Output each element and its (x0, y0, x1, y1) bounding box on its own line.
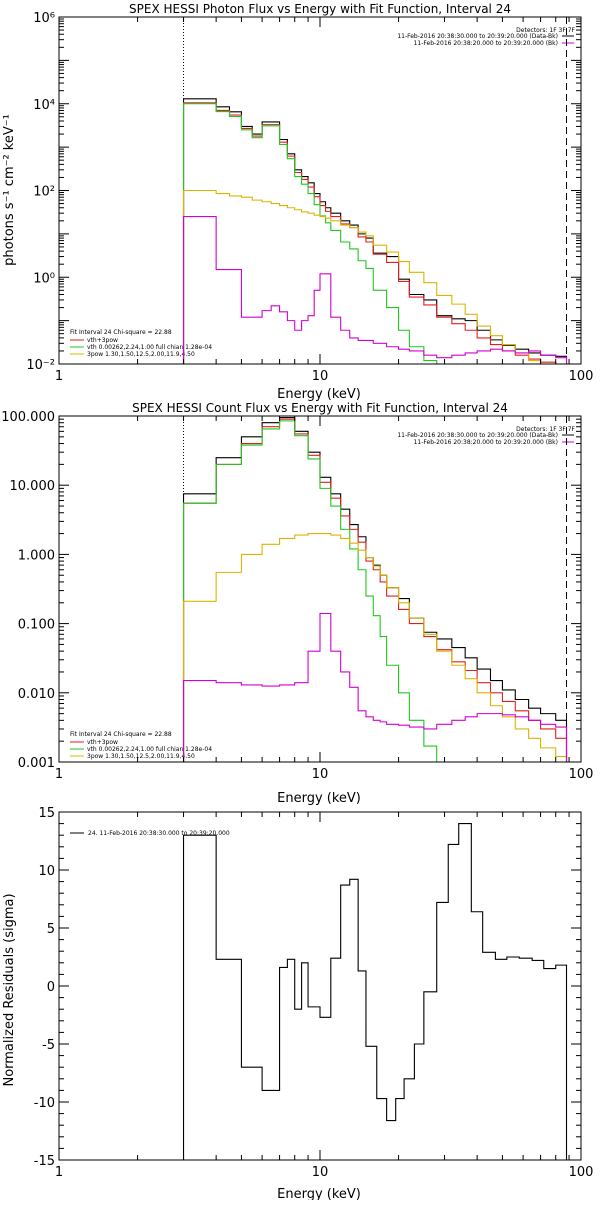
panel1-fit-3pow: 3pow 1.30,1.50,12.5,2.00,11.9,4.50 (87, 351, 195, 358)
panel3-series-24-11-feb-2016-20-38-30-000-to-20-39-20-000 (182, 823, 568, 1160)
panel1-ylabel: photons s⁻¹ cm⁻² keV⁻¹ (2, 114, 17, 266)
panel1-series-3pow (182, 189, 567, 364)
panel2-legend-detectors: Detectors: 1F 3F 7F (516, 426, 575, 433)
panel1-xlabel: Energy (keV) (277, 387, 361, 402)
panel3-series-group (182, 823, 568, 1160)
panel3-ytick-label: 15 (38, 806, 55, 821)
panel2-legend-data: 11-Feb-2016 20:38:30.000 to 20:39:20.000… (397, 432, 558, 439)
panel2-xtick-label: 10 (312, 767, 329, 782)
panel2-xlabel: Energy (keV) (277, 791, 361, 806)
panel1-ytick-label: 10⁶ (33, 11, 55, 26)
panel3-legend: 24. 11-Feb-2016 20:38:30.000 to 20:39:20… (70, 830, 230, 837)
panel2-series-vth (182, 420, 452, 762)
panel1-legend-bk: 11-Feb-2016 20:38:20.000 to 20:39:20.000… (414, 40, 558, 47)
panel2-series-3pow (182, 533, 568, 762)
panel3-legend-label: 24. 11-Feb-2016 20:38:30.000 to 20:39:20… (88, 830, 230, 837)
panel1-ytick-label: 10⁻² (26, 358, 55, 373)
panel1-fit-vth: vth 0.00262,2.24,1.00 full chian 1.28e-0… (87, 344, 212, 351)
panel2-fit-vth: vth 0.00262,2.24,1.00 full chian 1.28e-0… (87, 746, 212, 753)
panel3-xlabel: Energy (keV) (277, 1187, 361, 1200)
panel1-series-group (182, 98, 568, 364)
panel1-series-vth (182, 103, 452, 364)
panel3-ytick-label: -5 (42, 1038, 55, 1053)
panel3-plot: 1 10 100 -15 -10 -5 0 5 10 15 (34, 806, 594, 1180)
panel1-fit-line: Fit Interval 24 Chi-square = 22.88 (70, 329, 172, 336)
panel1-series-bk (182, 216, 568, 364)
panel2-ytick-label: 0.001 (18, 756, 55, 771)
panel1-ytick-label: 10⁴ (33, 98, 55, 113)
panel2-fit-info: Fit Interval 24 Chi-square = 22.88 vth+3… (70, 731, 212, 760)
panel-count-flux: SPEX HESSI Count Flux vs Energy with Fit… (70, 401, 576, 806)
panel2-series-vth-3pow (182, 418, 568, 762)
panel1-ytick-label: 10² (33, 185, 55, 200)
panel2-fit-3pow: 3pow 1.30,1.50,12.5,2.00,11.9,4.50 (87, 753, 195, 760)
panel3-ytick-label: 0 (47, 980, 55, 995)
panel3-xtick-label: 1 (55, 1165, 63, 1180)
panel-residuals: Normalized Residuals (sigma) Energy (keV… (2, 830, 361, 1202)
panel2-xtick-label: 1 (55, 767, 63, 782)
panel3-xtick-label: 100 (569, 1165, 594, 1180)
panel3-xtick-label: 10 (312, 1165, 329, 1180)
panel2-series-bk (182, 612, 568, 762)
panel2-plot: 1 10 100 0.001 0.010 0.100 1.000 10.000 100.000 (1, 410, 593, 782)
panel3-ylabel: Normalized Residuals (sigma) (2, 893, 17, 1086)
panel1-series-data-bk (182, 98, 568, 364)
panel1-xtick-label: 100 (569, 369, 594, 384)
panel2-ytick-label: 1.000 (18, 548, 55, 563)
panel1-plot: 1 10 100 10⁻² 10⁰ 10² 10⁴ 10⁶ (26, 11, 593, 384)
panel2-ytick-label: 100.000 (1, 410, 55, 425)
panel2-legend: Detectors: 1F 3F 7F 11-Feb-2016 20:38:30… (397, 426, 575, 446)
panel3-ytick-label: 5 (47, 922, 55, 937)
panel1-legend-detectors: Detectors: 1F 3F 7F (516, 27, 575, 34)
panel1-title: SPEX HESSI Photon Flux vs Energy with Fi… (129, 2, 511, 16)
panel2-fit-model: vth+3pow (87, 739, 118, 746)
panel2-ytick-label: 0.100 (18, 618, 55, 633)
panel1-fit-info: Fit Interval 24 Chi-square = 22.88 vth+3… (70, 329, 212, 358)
panel2-legend-bk: 11-Feb-2016 20:38:20.000 to 20:39:20.000… (414, 439, 558, 446)
panel2-title: SPEX HESSI Count Flux vs Energy with Fit… (132, 401, 508, 415)
panel1-legend-data: 11-Feb-2016 20:38:30.000 to 20:39:20.000… (397, 33, 558, 40)
panel1-xtick-label: 10 (312, 369, 329, 384)
panel1-xtick-label: 1 (55, 369, 63, 384)
panel3-ytick-label: -10 (34, 1096, 55, 1111)
panel1-ytick-label: 10⁰ (33, 271, 55, 286)
panel2-ytick-label: 0.010 (18, 687, 55, 702)
panel-photon-flux: SPEX HESSI Photon Flux vs Energy with Fi… (2, 2, 576, 402)
panel2-fit-line: Fit Interval 24 Chi-square = 22.88 (70, 731, 172, 738)
panel2-xtick-label: 100 (569, 767, 594, 782)
panel2-series-group (182, 416, 568, 762)
panel1-fit-model: vth+3pow (87, 337, 118, 344)
panel3-ytick-label: -15 (34, 1154, 55, 1169)
panel1-legend: Detectors: 1F 3F 7F 11-Feb-2016 20:38:30… (397, 27, 575, 47)
panel2-ytick-label: 10.000 (10, 479, 56, 494)
panel3-ytick-label: 10 (38, 864, 55, 879)
